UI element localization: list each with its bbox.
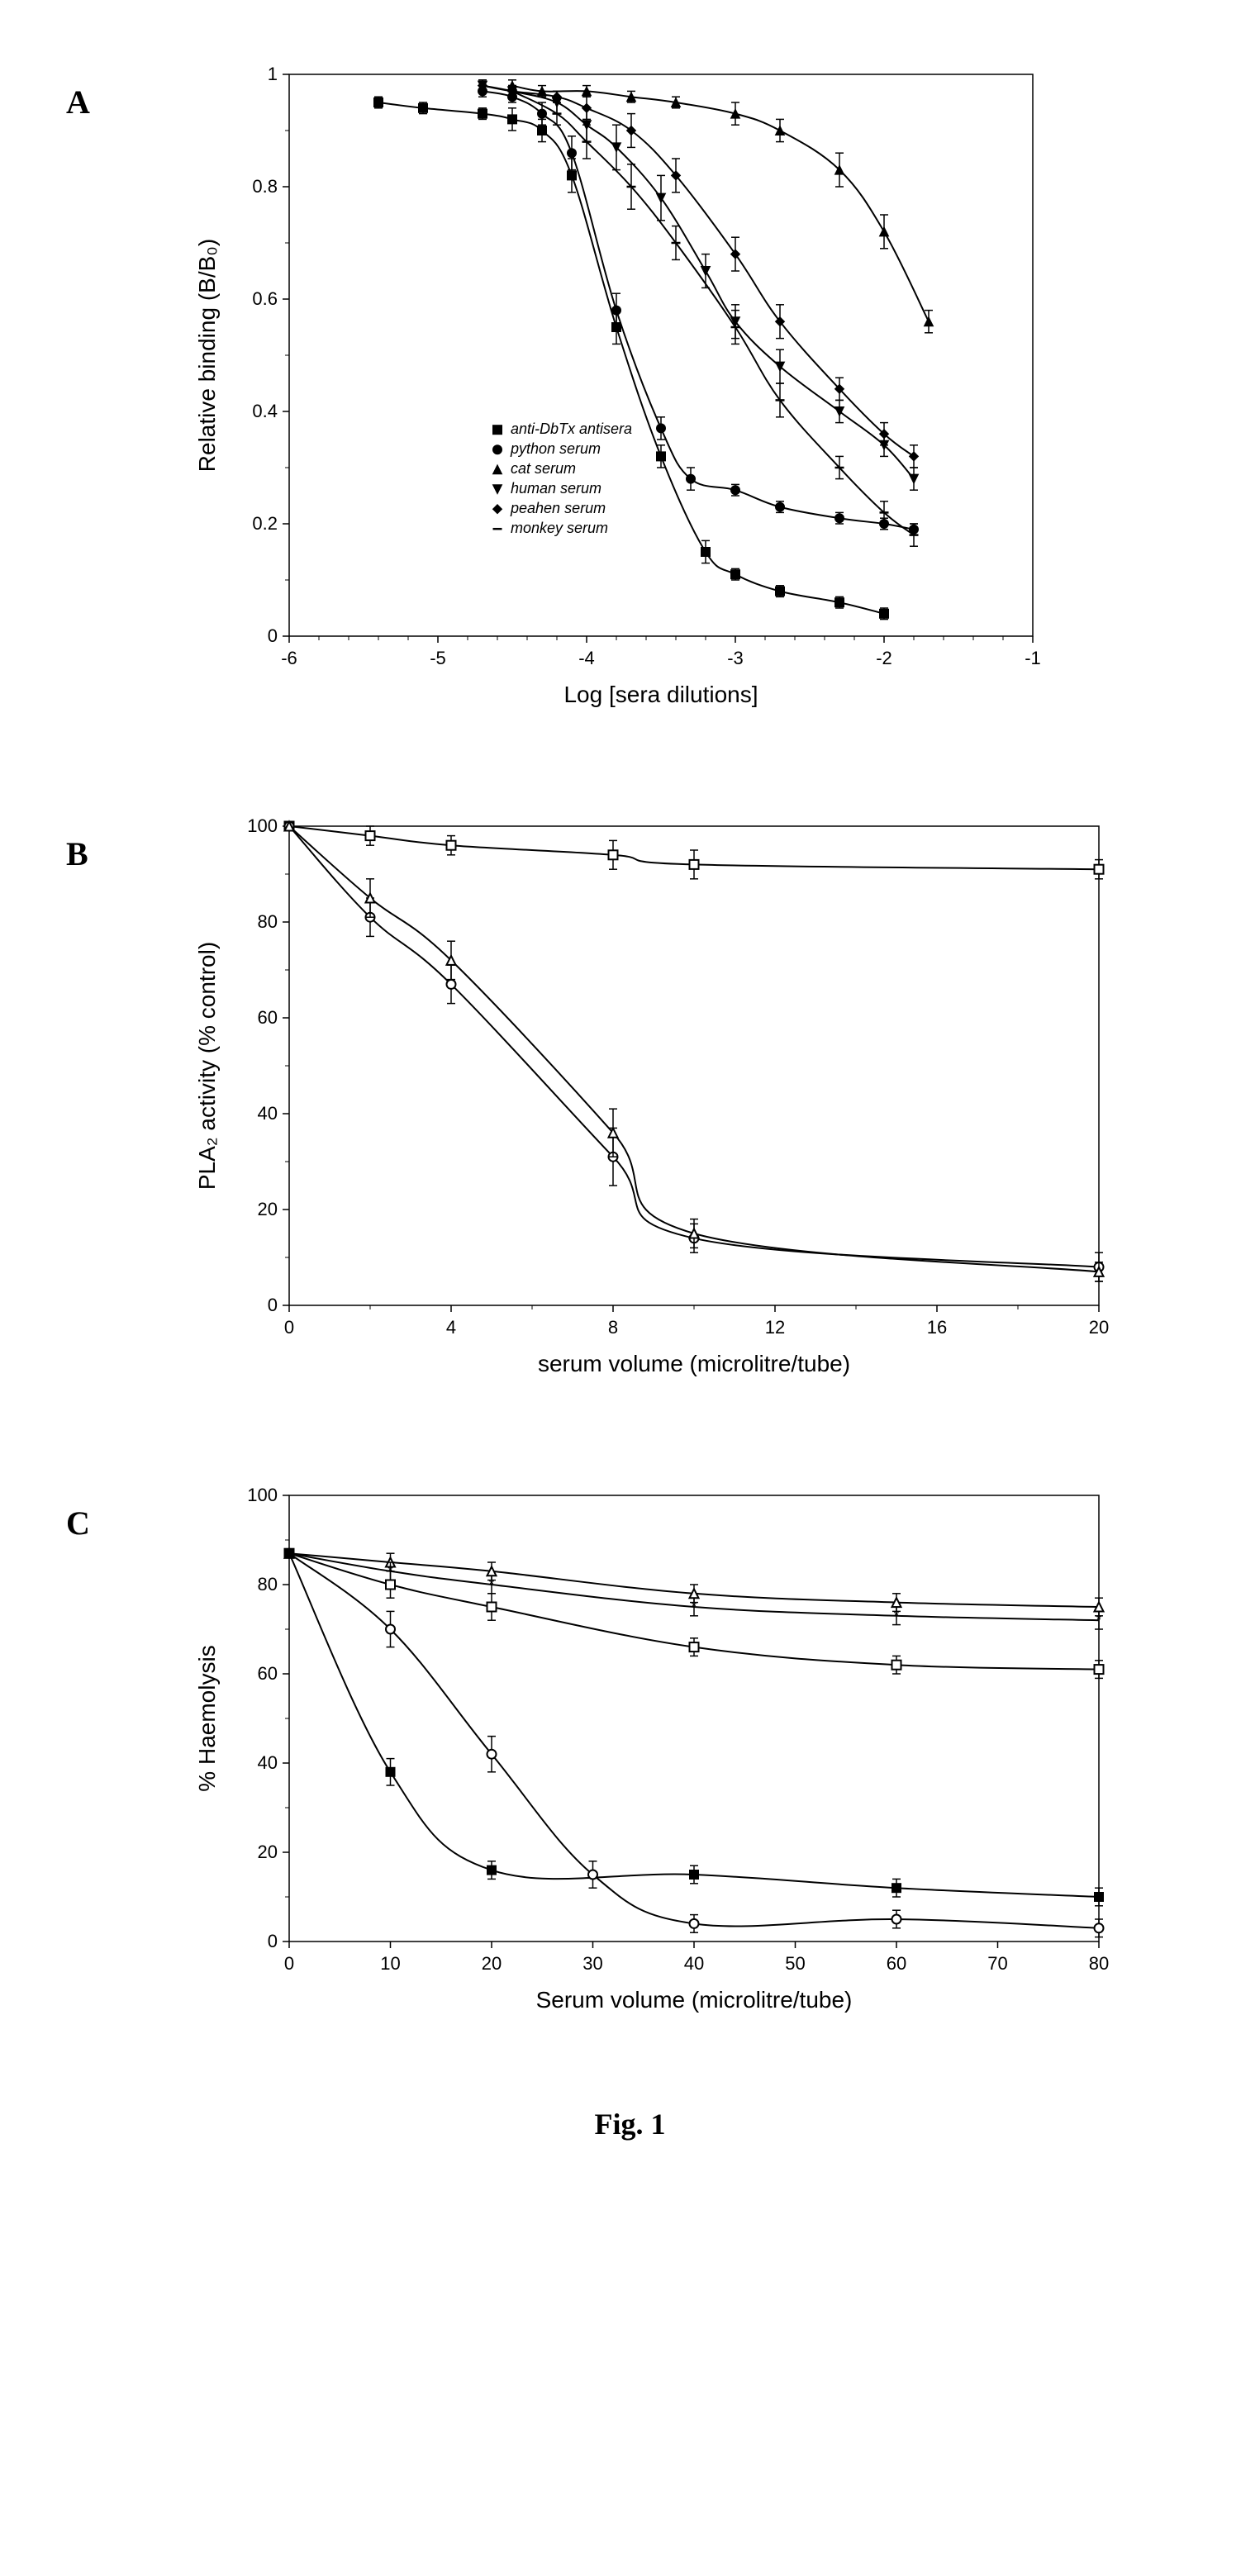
svg-text:*: * xyxy=(894,1609,900,1623)
svg-text:20: 20 xyxy=(482,1953,502,1974)
svg-text:60: 60 xyxy=(887,1953,906,1974)
svg-text:20: 20 xyxy=(1089,1317,1109,1338)
chart-a-wrap: -6 -5 -4 -3 -2 -1 0 0.2 0.4 0.6 0.8 1 Log [sera dilu… xyxy=(165,50,1058,735)
svg-text:Serum volume (microlitre/tube): Serum volume (microlitre/tube) xyxy=(536,1987,853,2013)
svg-text:-1: -1 xyxy=(1025,648,1041,668)
svg-text:16: 16 xyxy=(927,1317,947,1338)
svg-text:monkey serum: monkey serum xyxy=(511,520,608,536)
svg-text:60: 60 xyxy=(258,1663,278,1684)
svg-text:Relative binding (B/B₀): Relative binding (B/B₀) xyxy=(194,239,220,472)
panel-b: B 0 4 8 12 16 20 0 20 40 60 80 100 serum volume (mic… xyxy=(17,801,1243,1404)
svg-text:0: 0 xyxy=(268,1295,278,1315)
svg-text:80: 80 xyxy=(1089,1953,1109,1974)
chart-c: 0 10 20 30 40 50 60 70 80 0 20 40 60 80 100 Serum volum… xyxy=(165,1471,1124,2041)
svg-text:PLA₂ activity (% control): PLA₂ activity (% control) xyxy=(194,942,220,1190)
svg-text:-2: -2 xyxy=(876,648,892,668)
svg-text:Log [sera dilutions]: Log [sera dilutions] xyxy=(563,682,758,707)
svg-text:0: 0 xyxy=(268,625,278,646)
svg-text:anti-DbTx antisera: anti-DbTx antisera xyxy=(511,421,632,437)
svg-text:50: 50 xyxy=(785,1953,805,1974)
svg-text:12: 12 xyxy=(765,1317,785,1338)
svg-text:10: 10 xyxy=(380,1953,400,1974)
svg-text:-4: -4 xyxy=(578,648,595,668)
svg-text:peahen serum: peahen serum xyxy=(510,500,606,516)
svg-text:40: 40 xyxy=(258,1103,278,1124)
svg-text:100: 100 xyxy=(247,1485,278,1505)
panel-c-label: C xyxy=(17,1471,165,1542)
svg-text:80: 80 xyxy=(258,911,278,932)
svg-text:0.2: 0.2 xyxy=(252,513,278,534)
svg-text:0: 0 xyxy=(284,1953,294,1974)
svg-text:% Haemolysis: % Haemolysis xyxy=(194,1645,220,1791)
svg-text:60: 60 xyxy=(258,1007,278,1028)
svg-text:0: 0 xyxy=(268,1931,278,1951)
svg-text:4: 4 xyxy=(446,1317,456,1338)
figure-caption: Fig. 1 xyxy=(17,2107,1243,2141)
svg-text:python serum: python serum xyxy=(510,440,601,457)
svg-text:-6: -6 xyxy=(281,648,297,668)
panel-c: C 0 10 20 30 40 50 60 70 80 0 20 40 60 80 100 Serum vol… xyxy=(17,1471,1243,2041)
chart-c-wrap: 0 10 20 30 40 50 60 70 80 0 20 40 60 80 100 Serum volum… xyxy=(165,1471,1124,2041)
svg-text:20: 20 xyxy=(258,1199,278,1219)
svg-text:80: 80 xyxy=(258,1574,278,1595)
svg-text:30: 30 xyxy=(582,1953,602,1974)
svg-text:*: * xyxy=(692,1599,697,1614)
chart-b-wrap: 0 4 8 12 16 20 0 20 40 60 80 100 serum volume (micro… xyxy=(165,801,1124,1404)
svg-text:0: 0 xyxy=(284,1317,294,1338)
svg-text:40: 40 xyxy=(258,1752,278,1773)
chart-a: -6 -5 -4 -3 -2 -1 0 0.2 0.4 0.6 0.8 1 Log [sera dilu… xyxy=(165,50,1058,735)
chart-b: 0 4 8 12 16 20 0 20 40 60 80 100 serum volume (micro… xyxy=(165,801,1124,1404)
panel-a-label: A xyxy=(17,50,165,121)
svg-text:*: * xyxy=(1096,1613,1102,1628)
svg-text:20: 20 xyxy=(258,1842,278,1862)
svg-text:*: * xyxy=(489,1577,495,1592)
figure-container: A -6 -5 -4 -3 -2 -1 0 0.2 0.4 0.6 0.8 1 Log [sera di… xyxy=(17,50,1243,2141)
panel-b-label: B xyxy=(17,801,165,873)
svg-text:70: 70 xyxy=(987,1953,1007,1974)
svg-text:100: 100 xyxy=(247,815,278,836)
svg-text:serum volume (microlitre/tube): serum volume (microlitre/tube) xyxy=(538,1351,850,1376)
svg-text:1: 1 xyxy=(268,64,278,84)
svg-text:-3: -3 xyxy=(727,648,744,668)
svg-text:0.8: 0.8 xyxy=(252,176,278,197)
panel-a: A -6 -5 -4 -3 -2 -1 0 0.2 0.4 0.6 0.8 1 Log [sera di… xyxy=(17,50,1243,735)
svg-text:8: 8 xyxy=(608,1317,618,1338)
svg-text:human serum: human serum xyxy=(511,480,601,497)
svg-text:cat serum: cat serum xyxy=(511,460,576,477)
svg-text:0.4: 0.4 xyxy=(252,401,278,421)
svg-text:40: 40 xyxy=(684,1953,704,1974)
svg-text:-5: -5 xyxy=(430,648,446,668)
svg-text:0.6: 0.6 xyxy=(252,288,278,309)
